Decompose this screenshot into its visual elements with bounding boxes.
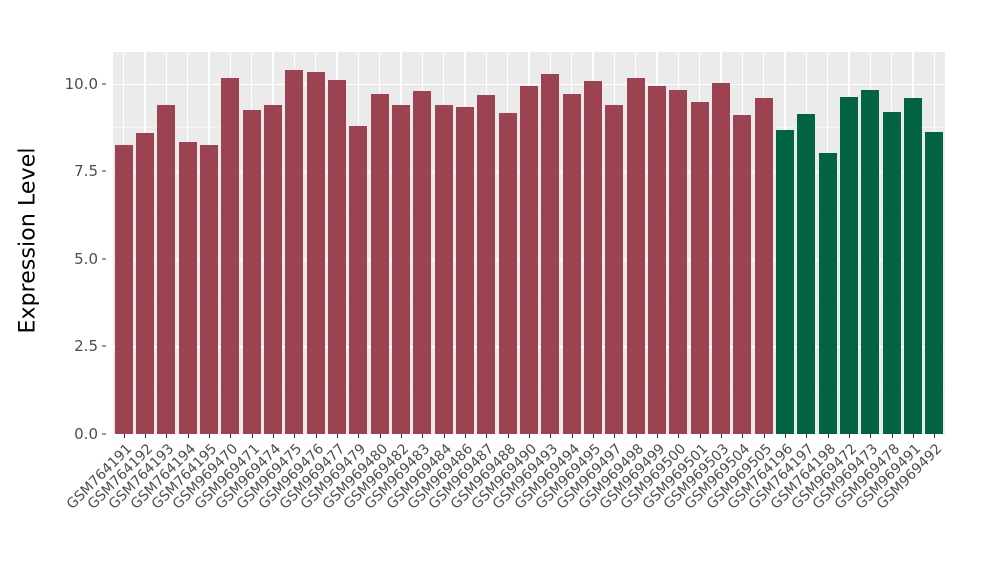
x-tick-mark bbox=[699, 434, 701, 438]
x-tick-mark bbox=[166, 434, 168, 438]
bar bbox=[413, 90, 432, 434]
bar bbox=[818, 152, 837, 434]
bar bbox=[562, 94, 581, 434]
bar bbox=[647, 86, 667, 434]
x-tick-mark bbox=[294, 434, 296, 438]
bar bbox=[583, 81, 603, 434]
bar bbox=[925, 131, 944, 434]
bar bbox=[199, 144, 219, 434]
x-tick-mark bbox=[379, 434, 381, 438]
bar bbox=[605, 104, 624, 434]
x-tick-mark bbox=[657, 434, 658, 438]
y-tick-label: 7.5 bbox=[74, 162, 98, 181]
bar bbox=[349, 125, 368, 434]
bar bbox=[754, 97, 773, 434]
y-tick-mark bbox=[102, 83, 106, 85]
x-tick-mark bbox=[230, 434, 232, 438]
x-tick-mark bbox=[123, 434, 125, 438]
bar bbox=[370, 94, 389, 434]
x-tick-mark bbox=[721, 434, 722, 438]
x-tick-mark bbox=[550, 434, 552, 438]
bar bbox=[242, 109, 261, 434]
y-tick-label: 0.0 bbox=[74, 425, 98, 443]
x-tick-mark bbox=[571, 434, 573, 438]
y-tick-label: 10.0 bbox=[64, 74, 98, 93]
x-tick-mark bbox=[763, 434, 765, 438]
y-axis-title: Expression Level bbox=[0, 0, 56, 480]
x-tick-mark bbox=[529, 434, 530, 438]
x-tick-mark bbox=[870, 434, 872, 438]
y-axis-tick-labels: 0.0 2.5 5.0 7.5 10.0 bbox=[56, 52, 106, 443]
x-tick-mark bbox=[678, 434, 680, 438]
x-tick-mark bbox=[465, 434, 466, 438]
y-tick-mark bbox=[102, 345, 106, 347]
bar bbox=[711, 82, 731, 434]
bar bbox=[519, 86, 539, 434]
bar bbox=[306, 72, 325, 434]
x-tick-mark bbox=[145, 434, 146, 438]
x-tick-mark bbox=[315, 434, 317, 438]
x-tick-mark bbox=[891, 434, 893, 438]
x-tick-mark bbox=[273, 434, 274, 438]
bar bbox=[391, 104, 411, 434]
bar bbox=[775, 130, 795, 434]
bar bbox=[114, 144, 133, 434]
x-tick-mark bbox=[593, 434, 594, 438]
y-axis-title-text: Expression Level bbox=[15, 146, 41, 334]
y-tick-mark bbox=[102, 258, 106, 260]
x-tick-mark bbox=[742, 434, 744, 438]
x-tick-mark bbox=[785, 434, 786, 438]
bar bbox=[455, 107, 475, 434]
bar bbox=[434, 105, 453, 434]
bar bbox=[178, 142, 197, 434]
bar bbox=[797, 114, 816, 434]
x-tick-mark bbox=[486, 434, 488, 438]
x-axis-tick-labels: GSM764191 GSM764192 GSM764193 GSM764194 GSM7… bbox=[63, 434, 946, 580]
x-tick-mark bbox=[806, 434, 808, 438]
x-tick-mark bbox=[614, 434, 616, 438]
x-tick-mark bbox=[337, 434, 338, 438]
x-tick-mark bbox=[635, 434, 637, 438]
x-tick-mark bbox=[209, 434, 210, 438]
bar bbox=[498, 113, 517, 434]
x-tick-mark bbox=[507, 434, 509, 438]
y-tick-label: 5.0 bbox=[74, 249, 98, 268]
bar bbox=[285, 69, 304, 434]
bar bbox=[669, 89, 688, 434]
y-tick-label: 2.5 bbox=[74, 337, 98, 356]
bar bbox=[157, 104, 176, 434]
bar bbox=[903, 98, 923, 434]
bar bbox=[327, 80, 347, 434]
x-tick-mark bbox=[827, 434, 829, 438]
x-tick-mark bbox=[934, 434, 936, 438]
x-tick-mark bbox=[251, 434, 253, 438]
plot-panel bbox=[113, 52, 945, 434]
x-tick-mark bbox=[358, 434, 360, 438]
bar bbox=[882, 111, 901, 434]
x-tick-mark bbox=[913, 434, 914, 438]
x-tick-mark bbox=[401, 434, 402, 438]
bar bbox=[477, 94, 496, 434]
bar bbox=[541, 73, 560, 434]
x-tick-mark bbox=[187, 434, 189, 438]
bar bbox=[263, 104, 283, 434]
x-tick-mark bbox=[422, 434, 424, 438]
bar bbox=[839, 96, 859, 434]
bar bbox=[690, 101, 709, 434]
x-tick-mark bbox=[849, 434, 850, 438]
bar bbox=[626, 78, 645, 434]
y-tick-mark bbox=[102, 170, 106, 172]
bar bbox=[135, 132, 155, 434]
bar bbox=[733, 115, 752, 434]
bar bbox=[861, 89, 880, 434]
bar bbox=[221, 78, 240, 434]
x-tick-mark bbox=[443, 434, 445, 438]
y-tick-mark bbox=[102, 433, 106, 435]
